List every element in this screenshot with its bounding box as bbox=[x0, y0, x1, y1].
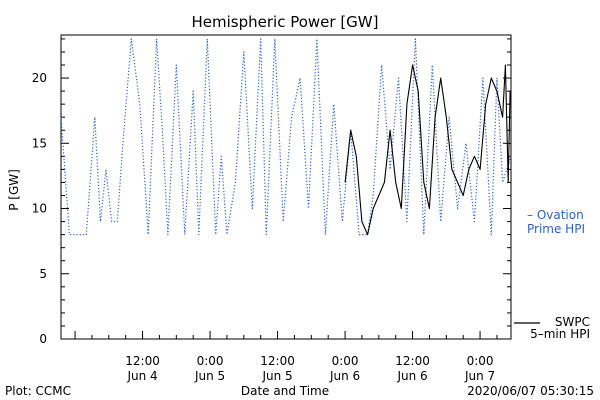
x-tick-label-day: Jun 6 bbox=[396, 369, 427, 383]
footer-right: 2020/06/07 05:30:15 bbox=[467, 384, 594, 398]
x-tick-label-day: Jun 6 bbox=[329, 369, 360, 383]
x-axis-label: Date and Time bbox=[241, 384, 329, 398]
x-tick-label-day: Jun 4 bbox=[126, 369, 157, 383]
series-line-swpc bbox=[344, 64, 511, 236]
legend-ovation-line1: – Ovation bbox=[527, 208, 584, 222]
x-tick-label-time: 12:00 bbox=[395, 354, 430, 368]
y-tick-label: 10 bbox=[32, 202, 47, 216]
series-line-ovation bbox=[60, 38, 512, 236]
plot-frame bbox=[60, 34, 512, 340]
legend-swpc-line1: SWPC bbox=[555, 315, 590, 329]
y-tick-label: 5 bbox=[39, 267, 47, 281]
x-tick-label-time: 12:00 bbox=[125, 354, 160, 368]
x-tick-label-day: Jun 5 bbox=[194, 369, 225, 383]
y-tick-label: 0 bbox=[39, 332, 47, 346]
legend-swpc-line2: 5–min HPI bbox=[530, 327, 590, 341]
y-tick-label: 15 bbox=[32, 136, 47, 150]
x-tick-label-time: 12:00 bbox=[260, 354, 295, 368]
legend-ovation-line2: Prime HPI bbox=[527, 222, 585, 236]
x-tick-label-time: 0:00 bbox=[332, 354, 359, 368]
x-tick-label-day: Jun 5 bbox=[261, 369, 292, 383]
chart-title: Hemispheric Power [GW] bbox=[192, 13, 379, 31]
x-tick-label-day: Jun 7 bbox=[464, 369, 495, 383]
y-tick-label: 20 bbox=[32, 71, 47, 85]
footer-left: Plot: CCMC bbox=[5, 384, 71, 398]
x-tick-label-time: 0:00 bbox=[467, 354, 494, 368]
y-axis-label: P [GW] bbox=[7, 169, 21, 211]
x-tick-label-time: 0:00 bbox=[197, 354, 224, 368]
